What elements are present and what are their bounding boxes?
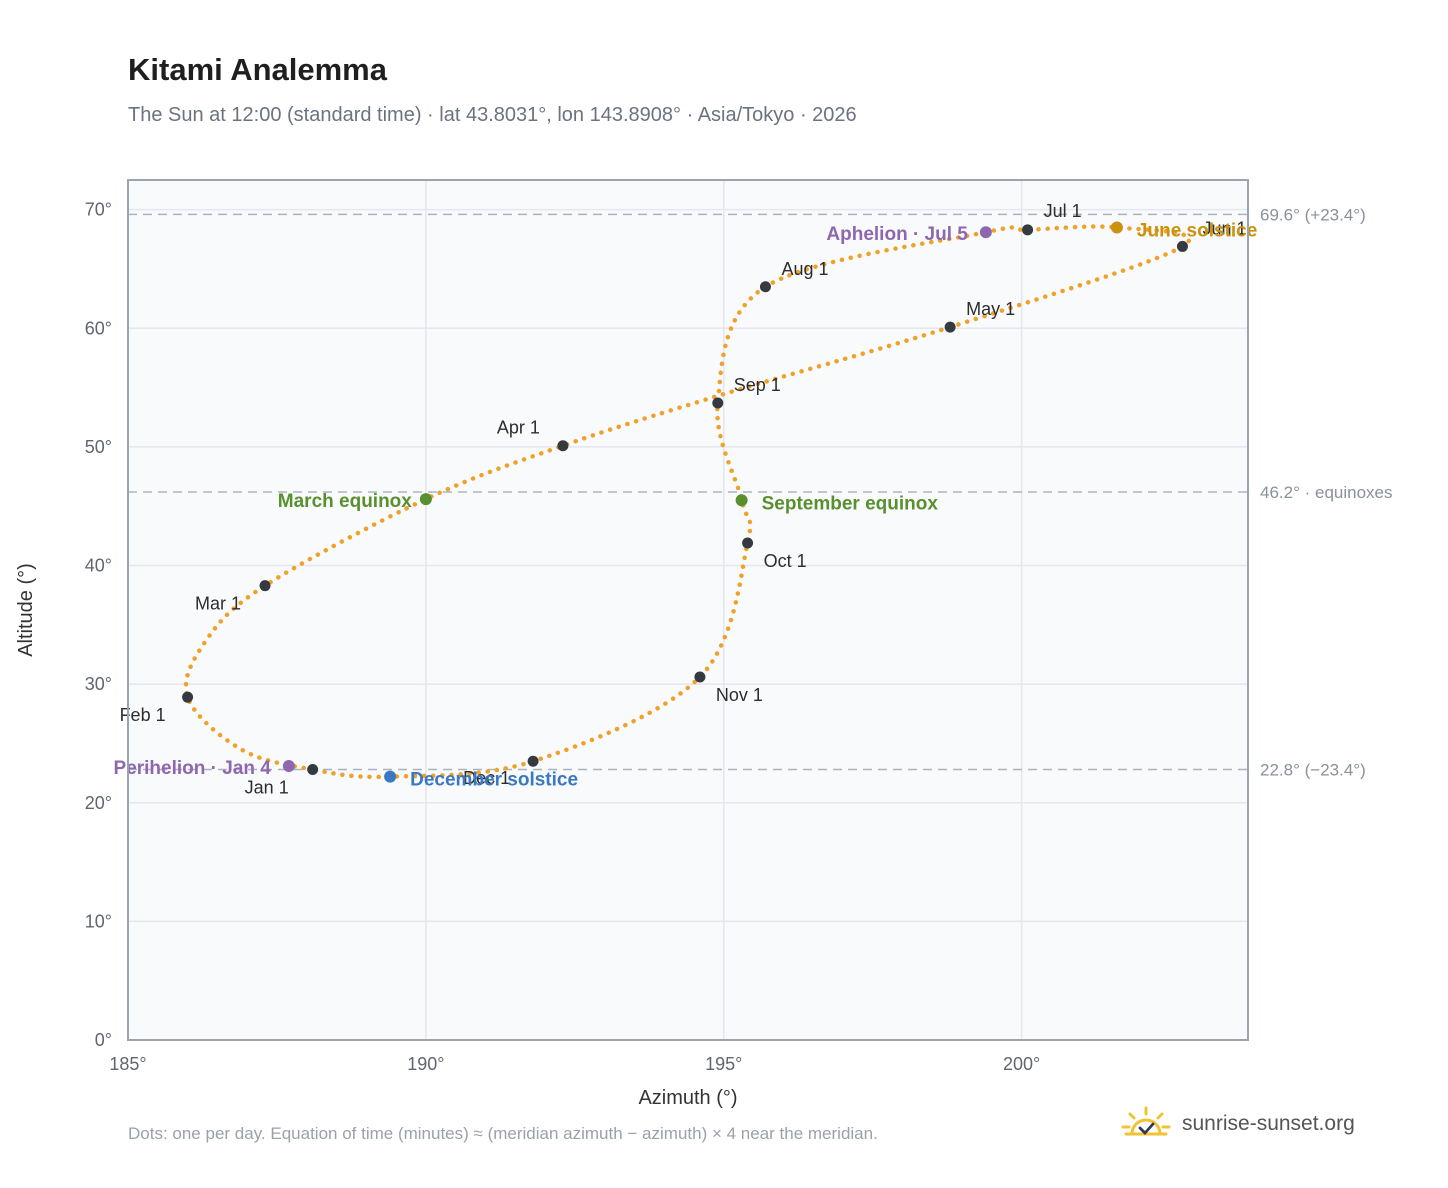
month-label: Oct 1 <box>764 551 807 571</box>
month-marker <box>712 397 724 409</box>
brand[interactable]: sunrise-sunset.org <box>1120 1102 1355 1146</box>
page-title: Kitami Analemma <box>128 52 387 87</box>
y-tick-label: 20° <box>85 793 112 813</box>
event-marker <box>282 759 295 772</box>
reference-line-label: 22.8° (−23.4°) <box>1260 761 1366 780</box>
event-marker <box>735 494 748 507</box>
x-tick-label: 200° <box>1003 1054 1040 1074</box>
month-label: Jun 1 <box>1202 218 1246 238</box>
event-label: Aphelion · Jul 5 <box>826 224 968 245</box>
footnote: Dots: one per day. Equation of time (min… <box>128 1124 878 1143</box>
event-marker <box>384 770 397 783</box>
month-marker <box>557 440 569 452</box>
y-tick-label: 50° <box>85 437 112 457</box>
plot-frame <box>127 179 1249 1041</box>
month-marker <box>307 764 319 776</box>
month-marker <box>1176 240 1188 252</box>
month-label: Jul 1 <box>1044 201 1082 221</box>
month-label: Feb 1 <box>120 705 166 725</box>
event-marker <box>1110 221 1123 234</box>
reference-line-label: 46.2° · equinoxes <box>1260 483 1393 502</box>
y-axis-label: Altitude (°) <box>15 563 37 657</box>
x-axis-label: Azimuth (°) <box>638 1087 737 1109</box>
y-tick-label: 0° <box>95 1030 112 1050</box>
event-label: March equinox <box>278 491 413 512</box>
y-tick-label: 30° <box>85 674 112 694</box>
y-tick-label: 40° <box>85 556 112 576</box>
month-marker <box>1022 224 1034 236</box>
event-label: December solstice <box>410 770 578 791</box>
month-label: Nov 1 <box>716 685 763 705</box>
x-tick-label: 185° <box>109 1054 146 1074</box>
month-label: Jan 1 <box>245 778 289 798</box>
month-marker <box>759 281 771 293</box>
y-tick-label: 60° <box>85 318 112 338</box>
month-marker <box>742 537 754 549</box>
y-tick-label: 10° <box>85 911 112 931</box>
sun-logo-icon <box>1121 1106 1171 1136</box>
event-label: September equinox <box>762 493 939 514</box>
month-marker <box>182 691 194 703</box>
month-marker <box>694 671 706 683</box>
event-marker <box>979 226 992 239</box>
month-marker <box>259 580 271 592</box>
month-label: May 1 <box>966 299 1015 319</box>
month-label: Dec 1 <box>463 768 510 788</box>
brand-text: sunrise-sunset.org <box>1182 1112 1355 1135</box>
event-label: June solstice <box>1137 220 1257 241</box>
month-label: Apr 1 <box>497 418 540 438</box>
y-tick-label: 70° <box>85 200 112 220</box>
page-subtitle: The Sun at 12:00 (standard time) · lat 4… <box>128 104 857 126</box>
reference-line-label: 69.6° (+23.4°) <box>1260 205 1366 224</box>
month-marker <box>527 755 539 767</box>
event-marker <box>419 493 432 506</box>
x-tick-label: 195° <box>705 1054 742 1074</box>
event-label: Perihelion · Jan 4 <box>114 758 272 779</box>
month-marker <box>944 321 956 333</box>
x-tick-label: 190° <box>407 1054 444 1074</box>
plot-area <box>128 180 1248 1040</box>
month-label: Mar 1 <box>195 594 241 614</box>
month-label: Aug 1 <box>781 259 828 279</box>
month-label: Sep 1 <box>734 375 781 395</box>
